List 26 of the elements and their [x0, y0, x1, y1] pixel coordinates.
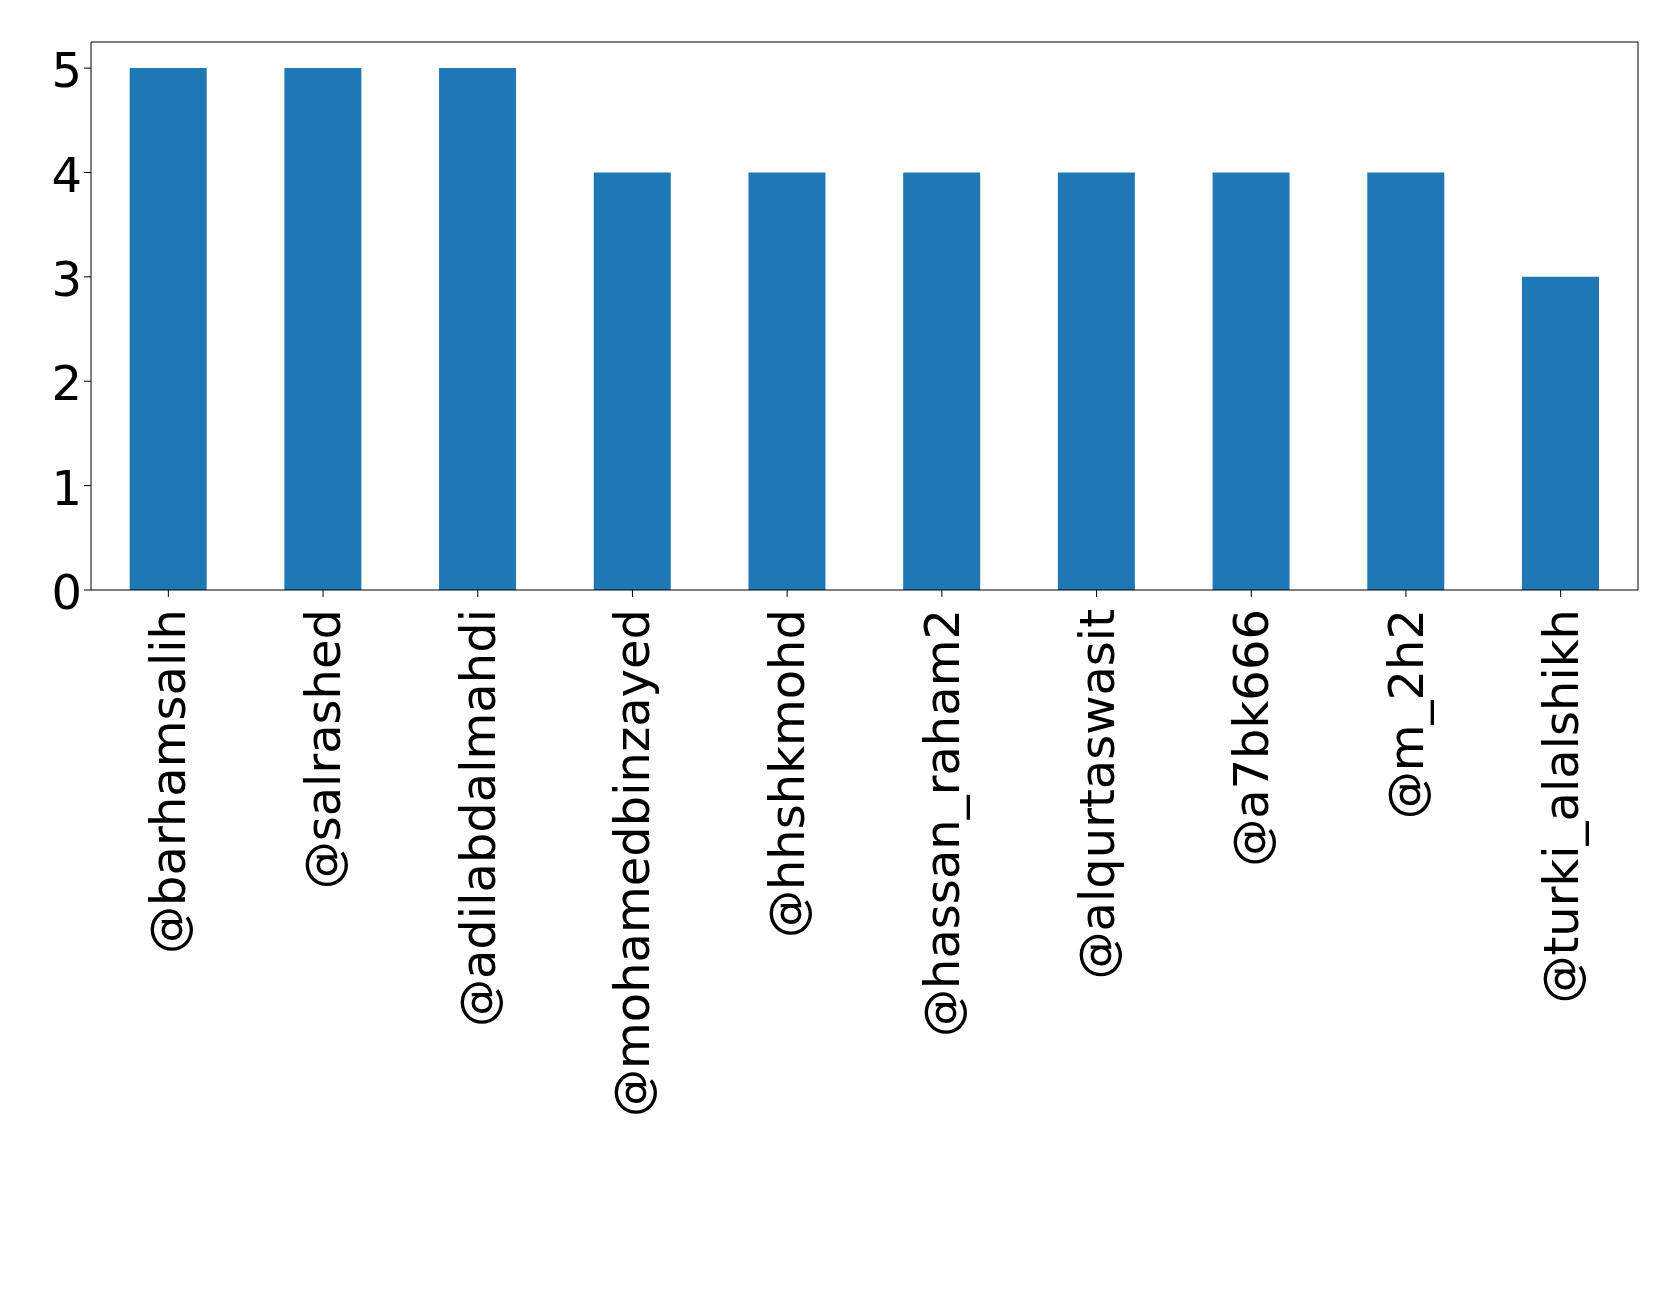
bar [439, 68, 517, 590]
y-tick-label: 4 [51, 146, 82, 203]
y-tick-label: 2 [51, 355, 82, 412]
bar [748, 172, 826, 590]
bar [903, 172, 981, 590]
x-tick-label: @salrashed [295, 609, 352, 890]
x-tick-label: @hhshkmohd [759, 609, 816, 939]
x-tick-label: @a7bk666 [1223, 609, 1280, 867]
bar [284, 68, 362, 590]
bar [129, 68, 207, 590]
x-tick-label: @turki_alalshikh [1532, 609, 1589, 1004]
x-tick-label: @barhamsalih [140, 609, 197, 954]
y-tick-label: 5 [51, 42, 82, 99]
y-tick-label: 0 [51, 564, 82, 621]
bar [593, 172, 671, 590]
x-tick-label: @alqurtaswasit [1068, 609, 1125, 980]
bar [1212, 172, 1290, 590]
x-tick-label: @adilabdalmahdi [449, 609, 506, 1028]
bar [1521, 276, 1599, 590]
x-tick-label: @mohamedbinzayed [604, 609, 661, 1117]
bar [1057, 172, 1135, 590]
x-tick-label: @hassan_raham2 [913, 609, 970, 1037]
x-tick-label: @m_2h2 [1377, 609, 1434, 820]
y-tick-label: 3 [51, 250, 82, 307]
bar [1367, 172, 1445, 590]
y-tick-label: 1 [51, 459, 82, 516]
